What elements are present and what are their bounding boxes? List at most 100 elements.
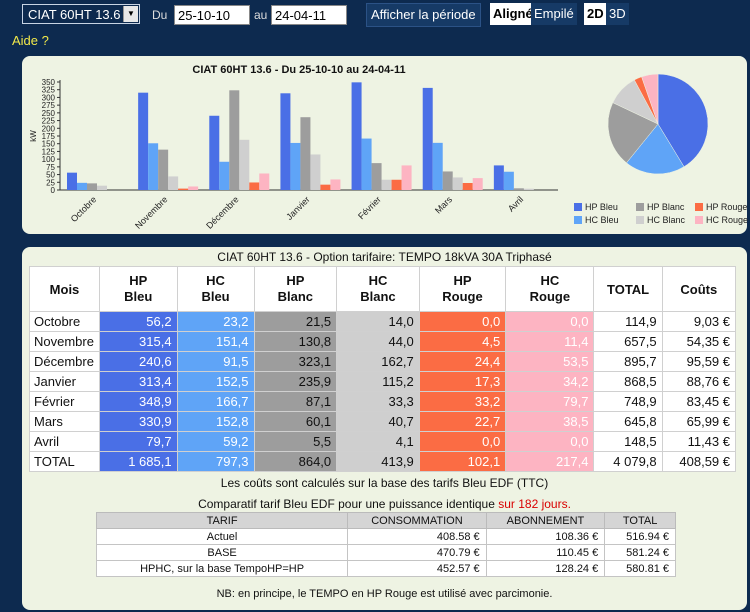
comparison-header-abonnement: ABONNEMENT (485, 512, 606, 529)
pie-slice-hc-rouge (641, 73, 659, 125)
x-tick-label: Janvier (284, 194, 312, 222)
header-hc-bleu-line2: Bleu (201, 289, 230, 304)
bar-hp-rouge (249, 182, 260, 190)
view-3d-toggle[interactable]: 3D (606, 3, 629, 25)
date-from-input[interactable] (174, 5, 250, 25)
bar-hp-rouge (462, 182, 473, 190)
y-tick-label: 100 (42, 155, 56, 164)
header-hp-rouge-line2: Rouge (442, 289, 483, 304)
consumption-table: Mois HP Bleu HC Bleu HP Blanc HC Blanc HP Rou… (29, 266, 737, 472)
header-hp-blanc: HP Blanc (253, 266, 338, 312)
x-tick-label: Novembre (133, 194, 169, 230)
comparison-cell-total: 581.24 € (604, 544, 676, 561)
cell-hp-rouge: 102,1 (418, 451, 507, 472)
table-title: CIAT 60HT 13.6 - Option tarifaire: TEMPO… (217, 250, 552, 264)
cell-hp-rouge: 17,3 (418, 371, 507, 392)
table-header-row: Mois HP Bleu HC Bleu HP Blanc HC Blanc HP Rou… (29, 266, 737, 312)
device-select[interactable]: CIAT 60HT 13.6 ▼ (22, 4, 140, 24)
pie-slice-hc-bleu (626, 123, 685, 175)
legend-swatch (574, 203, 582, 211)
bar-hp-blanc (513, 188, 524, 190)
cell-hc-blanc: 44,0 (336, 331, 420, 352)
legend-item: HC Bleu (574, 215, 619, 225)
cell-couts: 408,59 € (661, 451, 737, 472)
legend-swatch (636, 203, 644, 211)
header-total: TOTAL (593, 266, 663, 312)
cell-hc-bleu: 152,5 (176, 371, 255, 392)
mode-aligned-toggle[interactable]: Aligné (490, 3, 536, 25)
x-tick-label: Février (356, 194, 383, 221)
cell-hc-blanc: 115,2 (336, 371, 420, 392)
cell-hp-blanc: 323,1 (253, 351, 338, 372)
header-hc-blanc: HC Blanc (336, 266, 420, 312)
date-to-input[interactable] (271, 5, 347, 25)
header-hp-bleu-line2: Bleu (124, 289, 153, 304)
cell-total: 748,9 (593, 391, 663, 412)
help-link[interactable]: Aide ? (12, 33, 49, 48)
cell-hp-rouge: 0,0 (418, 431, 507, 452)
cell-hc-bleu: 797,3 (176, 451, 255, 472)
view-2d-toggle[interactable]: 2D (584, 3, 607, 25)
header-hc-bleu: HC Bleu (176, 266, 255, 312)
cell-hc-bleu: 151,4 (176, 331, 255, 352)
legend-label: HP Rouge (706, 202, 748, 212)
bar-hc-bleu (290, 142, 301, 190)
x-tick-label: Décembre (204, 194, 240, 230)
cell-hc-bleu: 166,7 (176, 391, 255, 412)
comparison-header-tarif: TARIF (95, 512, 349, 529)
bar-hc-bleu (148, 143, 159, 190)
bar-hc-rouge (259, 173, 270, 190)
table-panel: CIAT 60HT 13.6 - Option tarifaire: TEMPO… (22, 247, 747, 610)
header-hp-blanc-line1: HP (286, 273, 305, 288)
comparison-title-text: Comparatif tarif Bleu EDF pour une puiss… (198, 497, 499, 511)
comparison-cell-tarif: HPHC, sur la base TempoHP=HP (95, 560, 349, 577)
header-hp-bleu-line1: HP (129, 273, 148, 288)
legend-swatch (695, 203, 703, 211)
table-total-row: TOTAL 1 685,1 797,3 864,0 413,9 102,1 217,4 4 0… (29, 451, 737, 472)
legend-swatch (695, 216, 703, 224)
bar-hp-blanc (87, 183, 97, 190)
comparison-cell-total: 516.94 € (604, 528, 676, 545)
cell-couts: 11,43 € (661, 431, 737, 452)
cell-hc-rouge: 11,4 (505, 331, 595, 352)
cell-hp-bleu: 56,2 (98, 311, 178, 332)
y-tick-label: 125 (42, 147, 56, 156)
y-tick-label: 275 (42, 101, 56, 110)
comparison-cell-consommation: 452.57 € (347, 560, 487, 577)
comparison-cell-abonnement: 128.24 € (485, 560, 606, 577)
bar-hc-bleu (77, 182, 87, 190)
legend-label: HC Rouge (706, 215, 749, 225)
legend-item: HP Blanc (636, 202, 684, 212)
cell-hc-blanc: 33,3 (336, 391, 420, 412)
bar-hc-bleu (219, 161, 230, 190)
cell-couts: 9,03 € (661, 311, 737, 332)
cell-hp-rouge: 33,2 (418, 391, 507, 412)
bar-hp-blanc (442, 171, 453, 190)
cell-hp-bleu: 348,9 (98, 391, 178, 412)
y-tick-label: 50 (46, 171, 55, 180)
pie-slice-hp-blanc (607, 102, 659, 164)
cell-hp-blanc: 864,0 (253, 451, 338, 472)
comparison-cell-tarif: Actuel (95, 528, 349, 545)
bar-hc-blanc (310, 154, 321, 190)
comparison-header-row: TARIF CONSOMMATION ABONNEMENT TOTAL (95, 512, 676, 529)
cell-hp-blanc: 5,5 (253, 431, 338, 452)
legend-item: HC Rouge (695, 215, 748, 225)
mode-stacked-toggle[interactable]: Empilé (531, 3, 577, 25)
cell-hc-rouge: 53,5 (505, 351, 595, 372)
cell-couts: 65,99 € (661, 411, 737, 432)
y-tick-label: 225 (42, 117, 56, 126)
consumption-chart: CIAT 60HT 13.6 - Du 25-10-10 au 24-04-11… (29, 64, 709, 231)
bar-hp-bleu (209, 115, 220, 190)
cell-hc-blanc: 40,7 (336, 411, 420, 432)
legend-label: HP Bleu (585, 202, 618, 212)
y-tick-label: 175 (42, 132, 56, 141)
show-period-button[interactable]: Afficher la période (366, 3, 481, 27)
tempo-note: NB: en principe, le TEMPO en HP Rouge es… (216, 588, 553, 600)
comparison-cell-abonnement: 108.36 € (485, 528, 606, 545)
chevron-down-icon[interactable]: ▼ (123, 6, 138, 22)
cell-hc-bleu: 23,2 (176, 311, 255, 332)
table-row: Février 348,9 166,7 87,1 33,3 33,2 79,7 748,9 83… (29, 391, 737, 412)
cell-hc-rouge: 79,7 (505, 391, 595, 412)
cell-hp-bleu: 240,6 (98, 351, 178, 372)
